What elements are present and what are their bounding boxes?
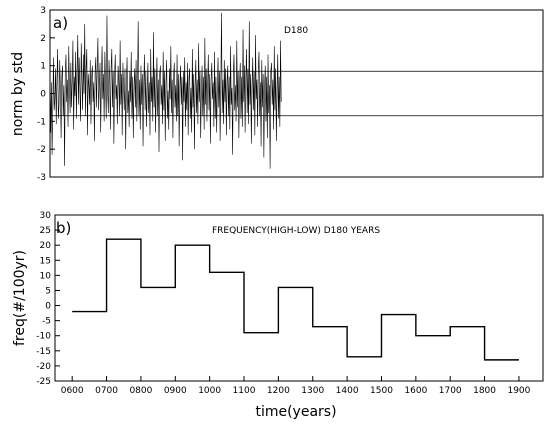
panel-b-ytick-label: 15 xyxy=(40,256,51,266)
panel-b-title: FREQUENCY(HIGH-LOW) D180 YEARS xyxy=(212,226,380,236)
panel-b-ytick-label: -20 xyxy=(36,362,51,372)
panel-b-ytick-label: -5 xyxy=(42,317,51,327)
panel-b-ytick-label: -25 xyxy=(36,377,51,387)
panel-b-xtick-label: 1100 xyxy=(233,386,256,396)
panel-b: b) FREQUENCY(HIGH-LOW) D180 YEARS freq(#… xyxy=(12,211,544,420)
panel-b-xtick-label: 0900 xyxy=(164,386,187,396)
panel-a: a) D180 norm by std -3 -2 -1 0 1 2 3 xyxy=(10,6,544,183)
panel-b-xtick-label: 1900 xyxy=(507,386,530,396)
panel-b-ytick-label: 10 xyxy=(40,271,52,281)
panel-b-frame xyxy=(54,214,544,382)
panel-a-title: D180 xyxy=(284,26,308,36)
panel-b-ytick-label: 30 xyxy=(40,211,52,221)
panel-b-ytick-label: 20 xyxy=(40,241,52,251)
panel-a-ytick-label: 2 xyxy=(40,34,46,44)
panel-a-ytick-label: 0 xyxy=(40,90,46,100)
panel-b-xticks: 0600 0700 0800 0900 1000 1100 1200 1300 1400 1500… xyxy=(61,376,531,396)
panel-b-ytick-label: 5 xyxy=(45,286,51,296)
panel-b-xtick-label: 0600 xyxy=(61,386,84,396)
panel-b-yticks: -25 -20 -15 -10 -5 0 5 10 15 20 25 30 xyxy=(36,211,60,387)
panel-a-series-line xyxy=(49,12,282,169)
panel-b-xtick-label: 1800 xyxy=(473,386,496,396)
panel-b-xtick-label: 1400 xyxy=(336,386,359,396)
panel-a-ytick-label: -2 xyxy=(37,145,46,155)
panel-a-yticks: -3 -2 -1 0 1 2 3 xyxy=(37,6,55,183)
panel-b-series xyxy=(72,238,519,361)
panel-b-ylabel: freq(#/100yr) xyxy=(12,250,28,346)
panel-a-label: a) xyxy=(53,14,68,32)
panel-b-step-line xyxy=(72,238,519,361)
panel-a-ytick-label: -1 xyxy=(37,117,46,127)
panel-b-xtick-label: 1000 xyxy=(198,386,221,396)
panel-b-xtick-label: 1600 xyxy=(404,386,427,396)
panel-b-xtick-label: 0700 xyxy=(95,386,118,396)
panel-b-ytick-label: 25 xyxy=(40,226,51,236)
panel-b-xtick-label: 1700 xyxy=(439,386,462,396)
panel-a-series xyxy=(49,12,282,169)
panel-a-ytick-label: 1 xyxy=(40,62,46,72)
panel-b-xtick-label: 1300 xyxy=(301,386,324,396)
panel-a-ytick-label: 3 xyxy=(40,6,46,16)
panel-a-ytick-label: -3 xyxy=(37,173,46,183)
panel-b-label: b) xyxy=(56,219,71,237)
panel-b-xtick-label: 1200 xyxy=(267,386,290,396)
panel-b-xtick-label: 1500 xyxy=(370,386,393,396)
panel-b-xlabel: time(years) xyxy=(255,404,336,420)
panel-b-ytick-label: -10 xyxy=(36,332,51,342)
panel-b-ytick-label: 0 xyxy=(45,302,51,312)
panel-b-xtick-label: 0800 xyxy=(129,386,152,396)
panel-a-ylabel: norm by std xyxy=(10,52,26,136)
panel-b-ytick-label: -15 xyxy=(36,347,51,357)
